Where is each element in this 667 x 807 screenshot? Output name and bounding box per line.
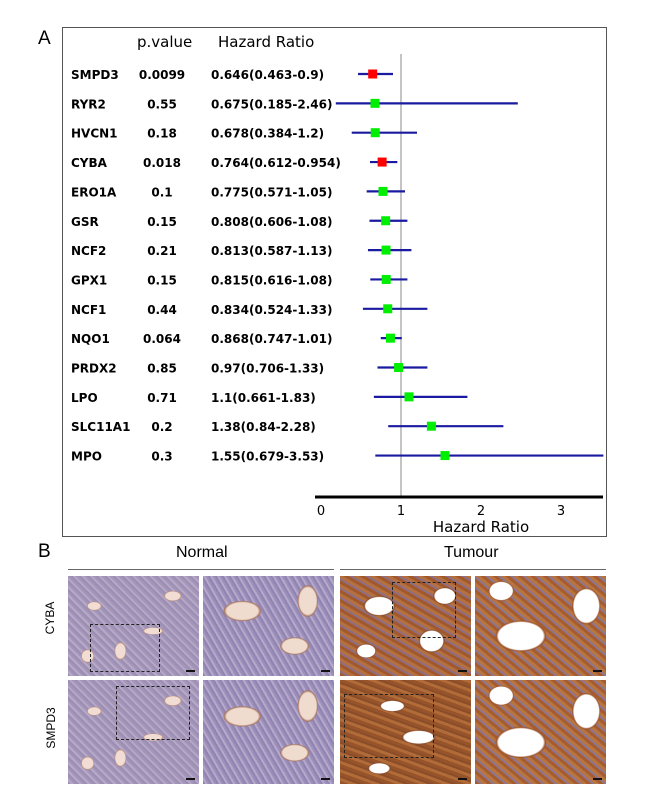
pvalue-label: 0.3 bbox=[151, 450, 172, 464]
scale-bar bbox=[458, 670, 467, 672]
ihc-normal-cyba-zoom bbox=[203, 576, 334, 676]
hr-point bbox=[370, 128, 380, 138]
hazard-ratio-header: Hazard Ratio bbox=[218, 33, 315, 51]
zoom-inset-box bbox=[90, 624, 160, 672]
pvalue-label: 0.0099 bbox=[139, 68, 185, 82]
pvalue-label: 0.018 bbox=[143, 156, 181, 170]
pvalue-label: 0.44 bbox=[147, 303, 177, 317]
row-label-smpd3: SMPD3 bbox=[44, 707, 58, 749]
scale-bar bbox=[186, 778, 195, 780]
gene-label: NQO1 bbox=[71, 332, 110, 346]
gene-label: NCF1 bbox=[71, 303, 106, 317]
normal-group-line bbox=[68, 569, 334, 570]
zoom-inset-box bbox=[344, 694, 434, 758]
hr-text-label: 0.813(0.587-1.13) bbox=[211, 244, 332, 258]
pvalue-label: 0.21 bbox=[147, 244, 177, 258]
scale-bar bbox=[458, 778, 467, 780]
hr-point bbox=[383, 304, 393, 314]
hr-text-label: 0.868(0.747-1.01) bbox=[211, 332, 332, 346]
pvalue-label: 0.71 bbox=[147, 391, 177, 405]
forest-plot: SMPD3 0.0099 0.646(0.463-0.9) RYR2 0.55 0.675… bbox=[71, 54, 604, 536]
pvalue-label: 0.1 bbox=[151, 185, 172, 199]
hr-point bbox=[404, 392, 414, 402]
hr-point bbox=[440, 451, 450, 461]
pvalue-label: 0.064 bbox=[143, 332, 181, 346]
x-tick-label: 2 bbox=[477, 504, 485, 519]
x-tick-label: 0 bbox=[317, 504, 325, 519]
scale-bar bbox=[186, 670, 195, 672]
panel-a-letter: A bbox=[38, 28, 51, 49]
normal-group-label: Normal bbox=[176, 544, 228, 561]
hr-text-label: 0.808(0.606-1.08) bbox=[211, 215, 332, 229]
hr-point bbox=[385, 333, 395, 343]
hr-text-label: 1.55(0.679-3.53) bbox=[211, 450, 324, 464]
hr-text-label: 0.764(0.612-0.954) bbox=[211, 156, 341, 170]
pvalue-header: p.value bbox=[137, 33, 193, 51]
gene-label: SLC11A1 bbox=[71, 420, 130, 434]
gene-label: HVCN1 bbox=[71, 127, 118, 141]
hr-text-label: 0.834(0.524-1.33) bbox=[211, 303, 332, 317]
pvalue-label: 0.15 bbox=[147, 215, 177, 229]
ihc-normal-cyba-overview bbox=[68, 576, 199, 676]
hr-text-label: 0.678(0.384-1.2) bbox=[211, 127, 324, 141]
hr-point bbox=[381, 274, 391, 284]
hr-text-label: 0.646(0.463-0.9) bbox=[211, 68, 324, 82]
hr-text-label: 0.815(0.616-1.08) bbox=[211, 273, 332, 287]
gene-label: GSR bbox=[71, 215, 99, 229]
gene-label: RYR2 bbox=[71, 97, 106, 111]
hr-point-significant bbox=[377, 157, 387, 167]
row-label-cyba: CYBA bbox=[43, 601, 57, 635]
hr-text-label: 1.38(0.84-2.28) bbox=[211, 420, 316, 434]
gene-label: ERO1A bbox=[71, 185, 117, 199]
hr-text-label: 1.1(0.661-1.83) bbox=[211, 391, 316, 405]
pvalue-label: 0.15 bbox=[147, 273, 177, 287]
hr-point bbox=[378, 186, 388, 196]
hr-point bbox=[381, 245, 391, 255]
hr-text-label: 0.675(0.185-2.46) bbox=[211, 97, 332, 111]
pvalue-label: 0.55 bbox=[147, 97, 177, 111]
hr-point bbox=[370, 98, 380, 108]
pvalue-label: 0.2 bbox=[151, 420, 172, 434]
hr-text-label: 0.775(0.571-1.05) bbox=[211, 185, 332, 199]
ihc-tumour-cyba-zoom bbox=[475, 576, 606, 676]
gene-label: LPO bbox=[71, 391, 98, 405]
gene-label: SMPD3 bbox=[71, 68, 119, 82]
ihc-normal-smpd3-overview bbox=[68, 680, 199, 784]
zoom-inset-box bbox=[392, 582, 456, 638]
ihc-tumour-smpd3-overview bbox=[340, 680, 471, 784]
scale-bar bbox=[593, 778, 602, 780]
scale-bar bbox=[593, 670, 602, 672]
zoom-inset-box bbox=[116, 686, 190, 740]
pvalue-label: 0.85 bbox=[147, 362, 177, 376]
ihc-tumour-smpd3-zoom bbox=[475, 680, 606, 784]
scale-bar bbox=[321, 778, 330, 780]
tumour-group-line bbox=[340, 569, 606, 570]
x-tick-label: 1 bbox=[397, 504, 405, 519]
x-tick-label: 3 bbox=[557, 504, 565, 519]
forest-plot-frame: p.value Hazard Ratio SMPD3 0.0099 0.646(0.… bbox=[62, 27, 607, 537]
hr-point bbox=[426, 421, 436, 431]
gene-label: CYBA bbox=[71, 156, 108, 170]
gene-label: GPX1 bbox=[71, 273, 107, 287]
gene-label: NCF2 bbox=[71, 244, 106, 258]
hr-point bbox=[394, 363, 404, 372]
pvalue-label: 0.18 bbox=[147, 127, 177, 141]
gene-label: PRDX2 bbox=[71, 362, 117, 376]
ihc-normal-smpd3-zoom bbox=[203, 680, 334, 784]
gene-label: MPO bbox=[71, 450, 102, 464]
hr-point-significant bbox=[368, 69, 378, 79]
hr-point bbox=[381, 216, 391, 226]
x-axis-label: Hazard Ratio bbox=[433, 518, 529, 536]
hr-text-label: 0.97(0.706-1.33) bbox=[211, 362, 324, 376]
tumour-group-label: Tumour bbox=[444, 544, 499, 561]
ihc-tumour-cyba-overview bbox=[340, 576, 471, 676]
panel-b-letter: B bbox=[38, 541, 51, 562]
scale-bar bbox=[321, 670, 330, 672]
